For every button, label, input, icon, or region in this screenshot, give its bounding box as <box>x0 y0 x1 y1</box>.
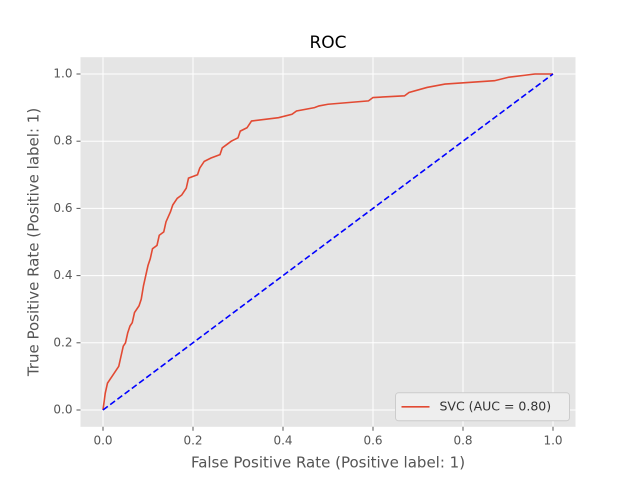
x-tick-label: 1.0 <box>543 433 562 447</box>
x-axis-label: False Positive Rate (Positive label: 1) <box>191 454 465 472</box>
line <box>102 73 553 411</box>
x-tick-label: 0.0 <box>93 433 112 447</box>
y-tick-label: 0.0 <box>53 403 72 417</box>
x-tick-label: 0.8 <box>453 433 472 447</box>
legend-label: SVC (AUC = 0.80) <box>440 398 552 413</box>
y-tick-label: 0.8 <box>53 134 72 148</box>
line <box>102 73 554 411</box>
x-tick-label: 0.2 <box>183 433 202 447</box>
y-axis-label: True Positive Rate (Positive label: 1) <box>25 108 43 377</box>
legend <box>395 392 570 422</box>
x-tick-label: 0.6 <box>363 433 382 447</box>
y-tick-label: 1.0 <box>53 67 72 81</box>
y-tick-label: 0.4 <box>53 268 72 282</box>
chart-title: ROC <box>309 33 346 53</box>
x-tick-label: 0.4 <box>273 433 292 447</box>
y-tick-label: 0.6 <box>53 201 72 215</box>
y-tick-label: 0.2 <box>53 335 72 349</box>
